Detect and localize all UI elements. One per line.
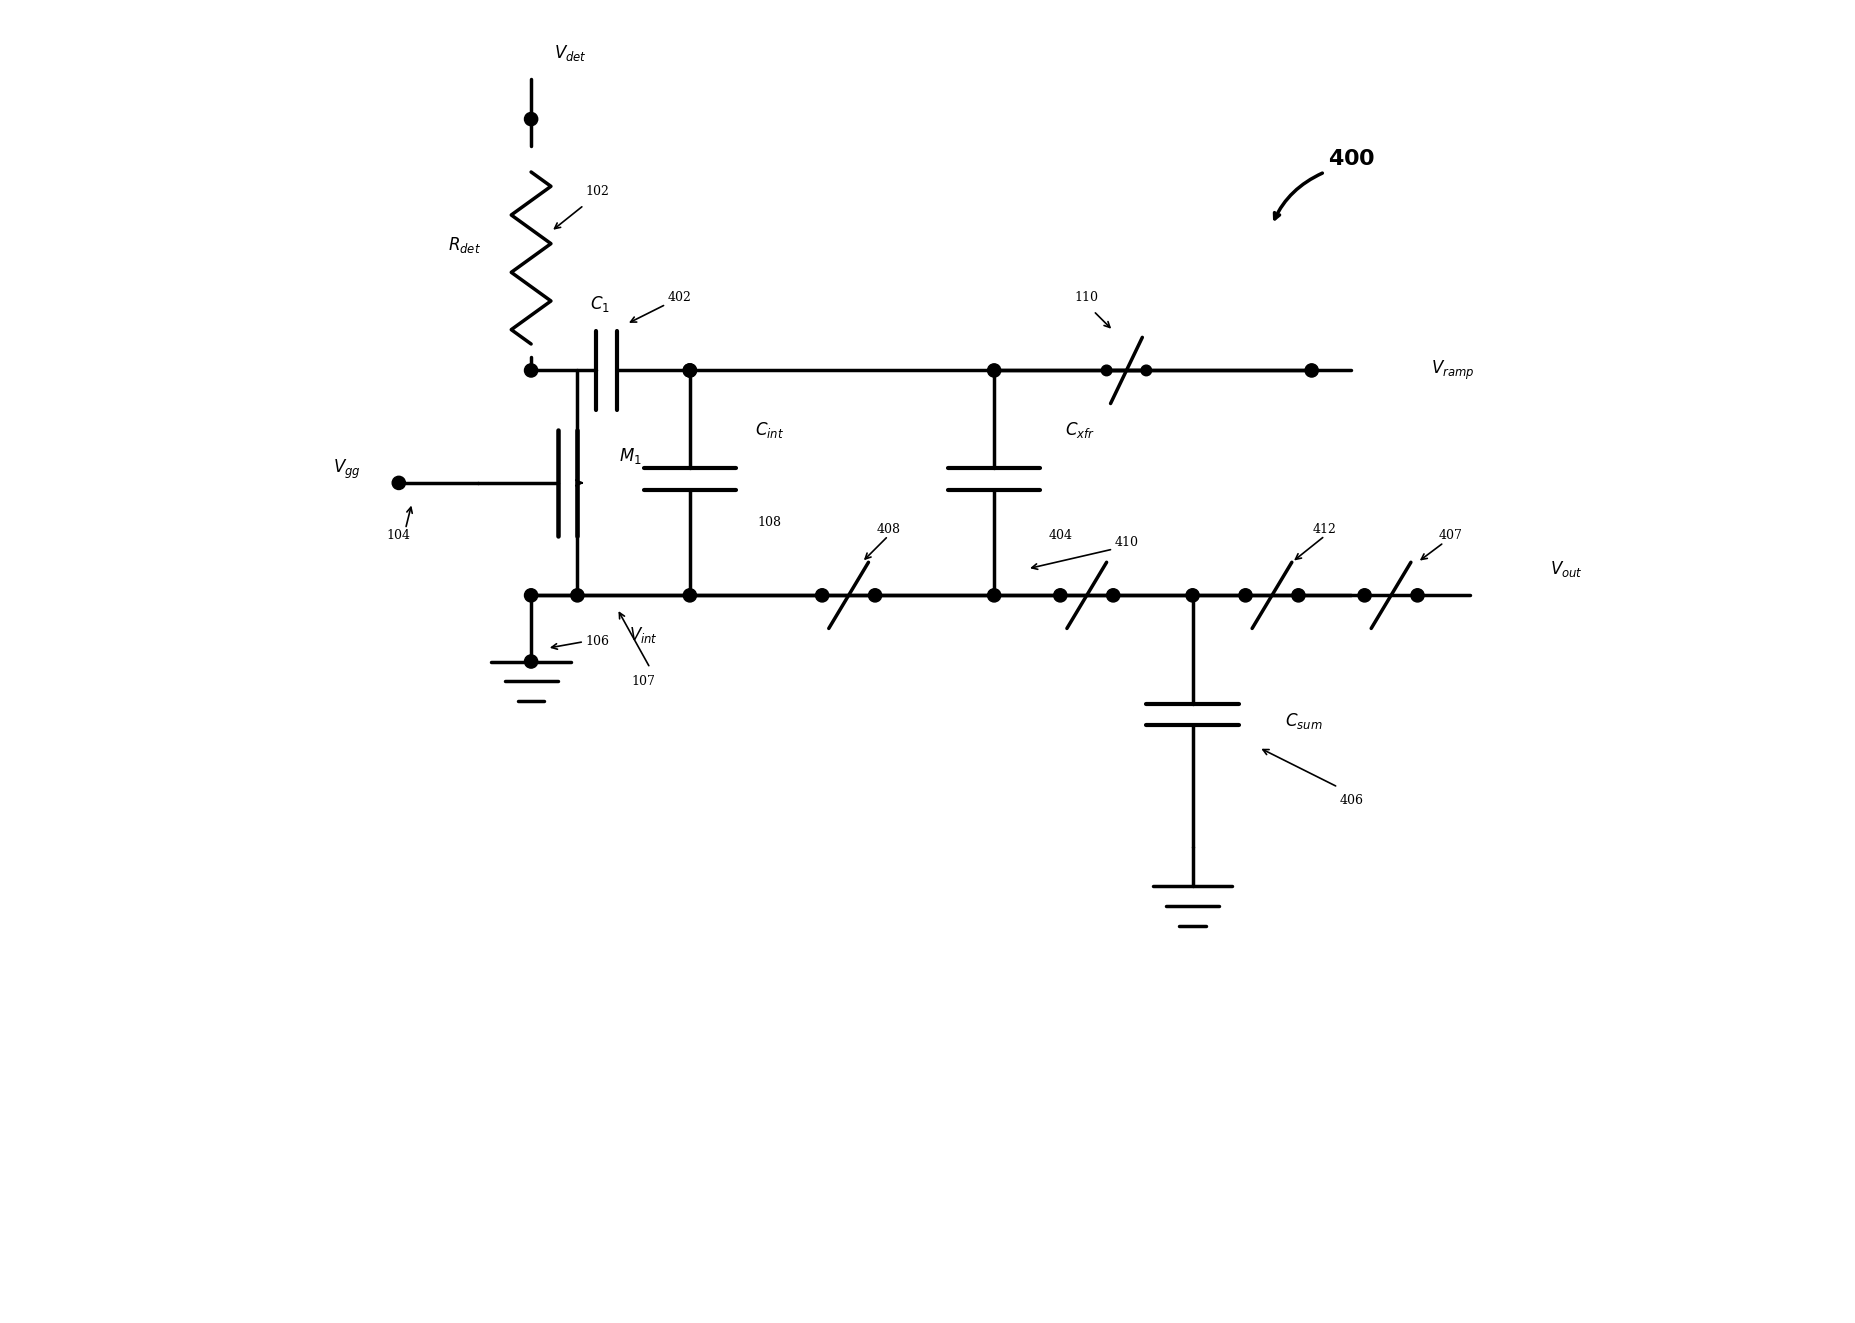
Circle shape — [525, 364, 538, 377]
Circle shape — [525, 655, 538, 668]
Circle shape — [683, 364, 696, 377]
Circle shape — [1358, 589, 1371, 602]
Text: 410: 410 — [1113, 536, 1137, 549]
Circle shape — [987, 364, 1000, 377]
Text: $M_1$: $M_1$ — [618, 446, 642, 467]
Text: 402: 402 — [668, 291, 690, 304]
Text: $V_{int}$: $V_{int}$ — [629, 624, 659, 646]
Circle shape — [683, 364, 696, 377]
Text: 104: 104 — [386, 529, 410, 542]
Text: $R_{det}$: $R_{det}$ — [449, 234, 480, 255]
Text: $V_{ramp}$: $V_{ramp}$ — [1430, 359, 1473, 382]
Circle shape — [1304, 364, 1317, 377]
Circle shape — [814, 589, 829, 602]
Circle shape — [525, 112, 538, 126]
Text: 107: 107 — [631, 675, 655, 688]
Text: 110: 110 — [1074, 291, 1098, 304]
Circle shape — [1239, 589, 1252, 602]
Circle shape — [391, 476, 404, 490]
Circle shape — [1141, 365, 1150, 376]
Circle shape — [1291, 589, 1304, 602]
Text: 408: 408 — [876, 523, 900, 536]
Text: 406: 406 — [1339, 794, 1363, 807]
Circle shape — [1100, 365, 1111, 376]
Circle shape — [525, 589, 538, 602]
Text: 404: 404 — [1048, 529, 1072, 542]
Text: $C_{xfr}$: $C_{xfr}$ — [1065, 419, 1094, 441]
Text: 407: 407 — [1438, 529, 1462, 542]
Text: $\mathbf{400}$: $\mathbf{400}$ — [1326, 148, 1375, 169]
Text: $C_{int}$: $C_{int}$ — [755, 419, 783, 441]
Text: $V_{out}$: $V_{out}$ — [1549, 558, 1582, 579]
Text: 412: 412 — [1311, 523, 1336, 536]
Text: $V_{gg}$: $V_{gg}$ — [332, 458, 360, 482]
Circle shape — [571, 589, 584, 602]
Text: 102: 102 — [584, 185, 608, 198]
Circle shape — [683, 589, 696, 602]
Text: $C_1$: $C_1$ — [590, 294, 610, 315]
Circle shape — [1410, 589, 1423, 602]
Circle shape — [987, 589, 1000, 602]
Circle shape — [1106, 589, 1119, 602]
Text: 108: 108 — [757, 516, 781, 529]
Circle shape — [1185, 589, 1198, 602]
Text: 106: 106 — [584, 635, 608, 648]
Circle shape — [868, 589, 881, 602]
Text: $V_{det}$: $V_{det}$ — [555, 42, 586, 64]
Text: $C_{sum}$: $C_{sum}$ — [1284, 710, 1323, 732]
Circle shape — [1054, 589, 1067, 602]
